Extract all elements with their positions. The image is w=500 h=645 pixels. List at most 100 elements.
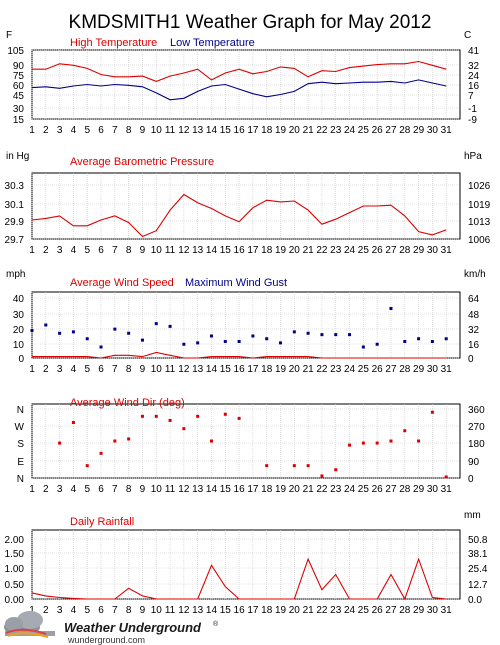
x-tick-label: 8: [126, 364, 132, 375]
x-tick-label: 12: [178, 605, 190, 616]
x-tick-label: 8: [126, 484, 132, 495]
data-point: [99, 345, 103, 349]
y-tick-label-right: 12.7: [468, 580, 488, 591]
x-tick-label: 30: [427, 484, 439, 495]
series-line: [31, 557, 447, 601]
x-tick-label: 6: [98, 364, 104, 375]
x-tick-label: 24: [344, 125, 356, 136]
x-tick-label: 22: [316, 364, 328, 375]
x-tick-label: 12: [178, 245, 190, 256]
x-tick-label: 26: [372, 245, 384, 256]
x-tick-label: 21: [303, 245, 315, 256]
y-tick-label-right: 7: [468, 91, 474, 102]
x-tick-label: 14: [206, 605, 218, 616]
x-tick-label: 28: [399, 245, 411, 256]
legend-entry: Average Barometric Pressure: [70, 156, 214, 168]
data-point: [279, 341, 283, 345]
x-tick-label: 13: [192, 484, 204, 495]
x-tick-label: 26: [372, 605, 384, 616]
x-tick-label: 26: [372, 484, 384, 495]
data-point: [58, 331, 62, 335]
x-tick-label: 19: [275, 484, 287, 495]
data-point: [306, 331, 310, 335]
data-point: [375, 342, 379, 346]
left-unit-label: mph: [6, 269, 25, 280]
brand-registered-mark: ®: [213, 620, 219, 628]
brand-site: wunderground.com: [67, 635, 145, 645]
data-point: [140, 414, 144, 418]
x-tick-label: 4: [71, 364, 77, 375]
x-tick-label: 1: [29, 125, 35, 136]
x-tick-label: 3: [57, 245, 63, 256]
x-tick-label: 11: [165, 605, 176, 616]
x-tick-label: 7: [112, 605, 118, 616]
x-tick-label: 28: [399, 484, 411, 495]
x-tick-label: 30: [427, 364, 439, 375]
x-tick-label: 26: [372, 364, 384, 375]
data-point: [182, 342, 186, 346]
x-tick-label: 24: [344, 364, 356, 375]
x-tick-label: 27: [385, 605, 397, 616]
x-tick-label: 2: [43, 364, 49, 375]
data-point: [265, 337, 269, 341]
y-tick-label-right: 90: [468, 457, 480, 468]
x-tick-label: 31: [441, 605, 453, 616]
x-tick-label: 12: [178, 364, 190, 375]
data-point: [196, 341, 200, 345]
x-tick-label: 22: [316, 125, 328, 136]
brand-name: Weather Underground: [64, 620, 202, 635]
data-point: [444, 337, 448, 341]
series-line: [31, 193, 447, 238]
x-tick-label: 29: [413, 245, 425, 256]
x-tick-label: 23: [330, 484, 342, 495]
data-point: [209, 439, 213, 443]
data-point: [251, 334, 255, 338]
y-tick-label-left: 10: [13, 340, 25, 351]
x-tick-label: 23: [330, 245, 342, 256]
data-point: [85, 464, 89, 468]
x-tick-label: 24: [344, 484, 356, 495]
x-tick-label: 18: [261, 364, 273, 375]
x-tick-label: 14: [206, 125, 218, 136]
data-point: [389, 439, 393, 443]
x-tick-label: 20: [289, 245, 301, 256]
x-tick-label: 9: [140, 605, 146, 616]
x-tick-label: 19: [275, 364, 287, 375]
x-tick-label: 17: [247, 484, 259, 495]
x-tick-label: 5: [84, 125, 90, 136]
y-tick-label-right: 32: [468, 61, 480, 72]
x-tick-label: 6: [98, 245, 104, 256]
y-tick-label-right: 16: [468, 340, 480, 351]
x-tick-label: 14: [206, 364, 218, 375]
right-unit-label: C: [464, 30, 471, 41]
data-point: [223, 412, 227, 416]
y-tick-label-left: W: [15, 422, 25, 433]
x-tick-label: 5: [84, 245, 90, 256]
x-tick-label: 30: [427, 125, 439, 136]
x-tick-label: 14: [206, 245, 218, 256]
x-tick-label: 22: [316, 484, 328, 495]
x-tick-label: 22: [316, 245, 328, 256]
y-tick-label-right: 270: [468, 422, 485, 433]
x-tick-label: 9: [140, 484, 146, 495]
data-point: [334, 468, 338, 472]
x-tick-label: 17: [247, 245, 259, 256]
x-tick-label: 16: [234, 245, 246, 256]
chart-panel-5: 2.00 1.50 1.00 0.50 0.00 50.8 38.1 25.4 12.7 0.0 m…: [5, 510, 488, 616]
x-tick-label: 29: [413, 484, 425, 495]
data-point: [44, 323, 48, 327]
x-tick-label: 31: [441, 245, 453, 256]
legend-entry: Average Wind Dir (deg): [70, 397, 185, 409]
y-tick-label-left: 30.3: [5, 181, 25, 192]
x-tick-label: 25: [358, 125, 370, 136]
x-tick-label: 7: [112, 245, 118, 256]
legend-entry: Daily Rainfall: [70, 516, 134, 528]
data-point: [348, 443, 352, 447]
x-tick-label: 7: [112, 484, 118, 495]
x-tick-label: 31: [441, 125, 453, 136]
x-tick-label: 18: [261, 484, 273, 495]
data-point: [389, 307, 393, 310]
y-tick-label-left: E: [17, 457, 24, 468]
